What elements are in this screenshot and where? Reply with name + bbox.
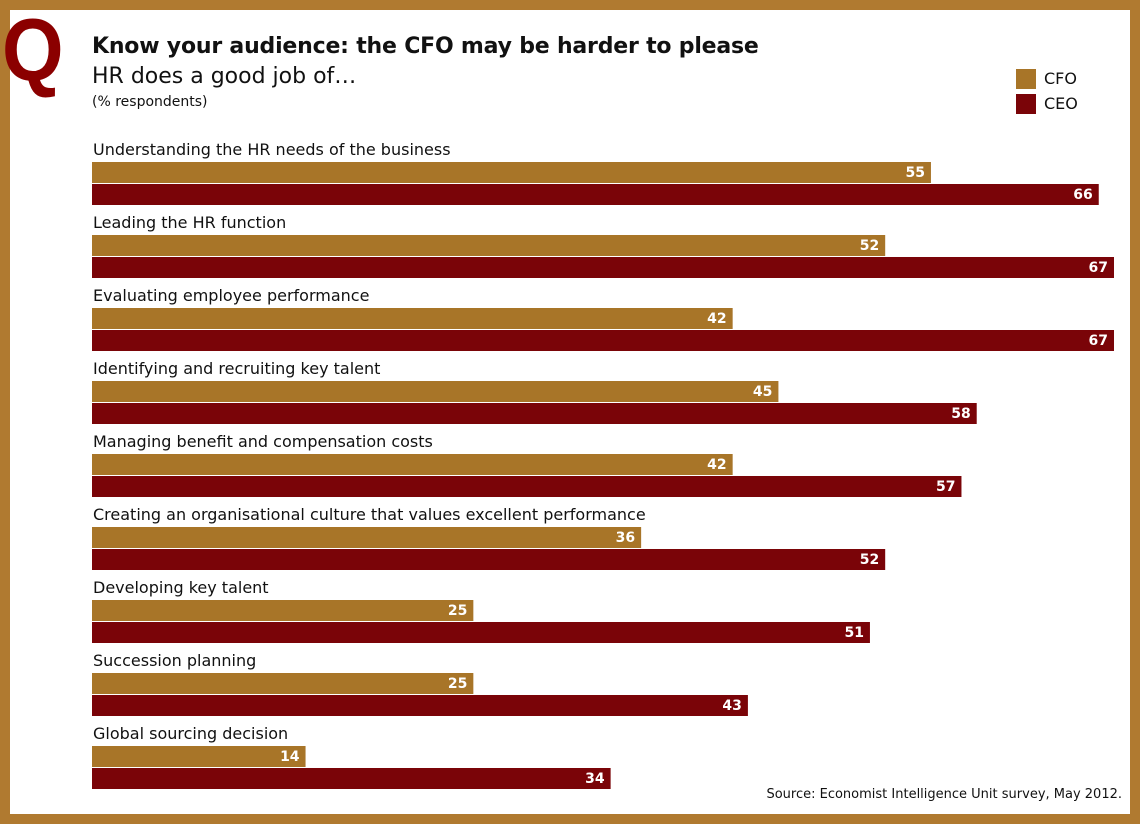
data-label-cfo: 42 [707, 457, 726, 473]
bar-ceo [92, 184, 1099, 205]
data-label-ceo: 67 [1089, 260, 1108, 276]
bar-ceo [92, 476, 962, 497]
bar-cfo [92, 235, 886, 256]
data-label-cfo: 14 [280, 749, 300, 765]
data-label-cfo: 52 [860, 238, 879, 254]
bar-ceo [92, 330, 1114, 351]
bar-ceo [92, 403, 977, 424]
data-label-cfo: 55 [905, 165, 924, 181]
legend: CFO CEO [1016, 66, 1078, 116]
data-label-ceo: 52 [860, 552, 879, 568]
category-label: Evaluating employee performance [93, 286, 369, 305]
legend-item-cfo: CFO [1016, 66, 1078, 91]
data-label-cfo: 45 [753, 384, 772, 400]
category-label: Global sourcing decision [93, 724, 288, 743]
data-label-cfo: 42 [707, 311, 726, 327]
bar-cfo [92, 308, 733, 329]
category-label: Leading the HR function [93, 213, 286, 232]
legend-label-cfo: CFO [1044, 69, 1077, 88]
data-label-ceo: 67 [1089, 333, 1108, 349]
category-label: Developing key talent [93, 578, 269, 597]
bar-ceo [92, 622, 870, 643]
legend-swatch-ceo [1016, 93, 1036, 114]
source-note: Source: Economist Intelligence Unit surv… [766, 787, 1122, 802]
chart-title: Know your audience: the CFO may be harde… [92, 34, 759, 59]
data-label-cfo: 25 [448, 603, 467, 619]
bar-cfo [92, 746, 306, 767]
q-mark-logo: Q [2, 0, 64, 99]
bar-ceo [92, 768, 611, 789]
data-label-ceo: 66 [1073, 187, 1092, 203]
data-label-ceo: 34 [585, 771, 605, 787]
data-label-ceo: 43 [722, 698, 741, 714]
data-label-ceo: 51 [844, 625, 863, 641]
data-label-cfo: 25 [448, 676, 467, 692]
bar-ceo [92, 695, 748, 716]
bar-cfo [92, 162, 931, 183]
bar-ceo [92, 549, 886, 570]
chart-subtitle: HR does a good job of… [92, 64, 357, 89]
bar-cfo [92, 454, 733, 475]
category-label: Understanding the HR needs of the busine… [93, 140, 451, 159]
chart-unit-label: (% respondents) [92, 94, 208, 110]
legend-swatch-cfo [1016, 68, 1036, 89]
bar-ceo [92, 257, 1114, 278]
bar-cfo [92, 527, 642, 548]
bar-cfo [92, 600, 474, 621]
category-label: Creating an organisational culture that … [93, 505, 646, 524]
category-label: Managing benefit and compensation costs [93, 432, 433, 451]
category-label: Identifying and recruiting key talent [93, 359, 380, 378]
data-label-ceo: 57 [936, 479, 955, 495]
bar-cfo [92, 381, 779, 402]
legend-label-ceo: CEO [1044, 94, 1078, 113]
category-label: Succession planning [93, 651, 256, 670]
data-label-cfo: 36 [616, 530, 635, 546]
bar-cfo [92, 673, 474, 694]
data-label-ceo: 58 [951, 406, 970, 422]
legend-item-ceo: CEO [1016, 91, 1078, 116]
